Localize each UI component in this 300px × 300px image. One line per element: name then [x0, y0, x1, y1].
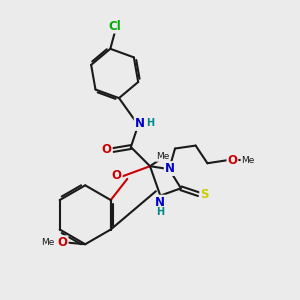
Text: N: N	[165, 162, 175, 175]
Text: S: S	[200, 188, 209, 201]
Text: H: H	[146, 118, 155, 128]
Text: Cl: Cl	[108, 20, 121, 33]
Text: O: O	[102, 143, 112, 157]
Text: Me: Me	[241, 156, 254, 165]
Text: O: O	[227, 154, 237, 167]
Text: Me: Me	[41, 238, 55, 247]
Text: O: O	[112, 169, 122, 182]
Text: Me: Me	[156, 152, 169, 161]
Text: O: O	[58, 236, 68, 249]
Text: N: N	[155, 196, 165, 208]
Text: N: N	[135, 117, 145, 130]
Text: H: H	[156, 207, 164, 217]
